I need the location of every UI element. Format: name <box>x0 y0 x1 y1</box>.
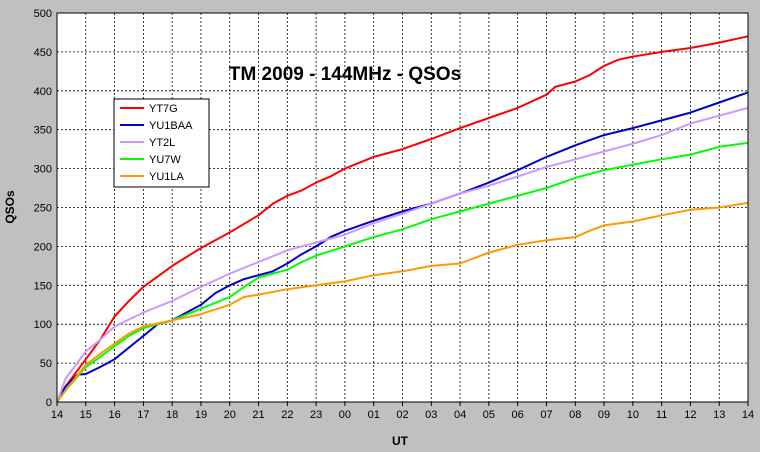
x-tick-label: 07 <box>540 409 552 421</box>
legend: YT7G YU1BAA YT2L YU7W YU1LA <box>113 98 210 188</box>
y-tick-label: 150 <box>34 280 52 292</box>
x-tick-label: 20 <box>224 409 236 421</box>
chart-title: TM 2009 - 144MHz - QSOs <box>229 64 461 85</box>
legend-label-yt2l: YT2L <box>149 137 175 149</box>
y-tick-label: 450 <box>34 47 52 59</box>
y-axis-ticks: 0 50 100 150 200 250 300 350 400 450 500 <box>34 8 52 409</box>
legend-label-yu7w: YU7W <box>149 154 181 166</box>
x-tick-label: 05 <box>483 409 495 421</box>
series-line-yu1la <box>56 201 749 403</box>
x-axis-ticks: 14 15 16 17 18 19 20 21 22 23 00 01 02 03 04 05 06 07 08 09… <box>51 402 754 421</box>
x-tick-label: 16 <box>108 409 120 421</box>
x-tick-label: 22 <box>281 409 293 421</box>
y-axis-title: QSOs <box>3 190 17 224</box>
x-axis-title: UT <box>392 434 409 448</box>
y-tick-label: 400 <box>34 86 52 98</box>
x-tick-label: 18 <box>166 409 178 421</box>
x-tick-label: 01 <box>368 409 380 421</box>
y-tick-label: 350 <box>34 125 52 137</box>
y-tick-label: 300 <box>34 164 52 176</box>
x-tick-label: 02 <box>396 409 408 421</box>
x-tick-label: 14 <box>742 409 754 421</box>
legend-label-yu1baa: YU1BAA <box>149 120 193 132</box>
x-tick-label: 06 <box>512 409 524 421</box>
y-tick-label: 500 <box>34 8 52 20</box>
series-line-yu1baa <box>56 91 749 403</box>
series-line-yt7g <box>56 35 749 403</box>
series-line-yt2l <box>56 106 749 403</box>
y-tick-label: 250 <box>34 203 52 215</box>
x-tick-label: 11 <box>656 409 667 421</box>
y-tick-label: 0 <box>46 397 52 409</box>
series-lines <box>56 35 749 403</box>
series-line-yu7w <box>56 141 749 403</box>
x-tick-label: 10 <box>627 409 639 421</box>
y-tick-label: 200 <box>34 241 52 253</box>
x-tick-label: 14 <box>51 409 63 421</box>
legend-label-yt7g: YT7G <box>149 103 178 115</box>
x-tick-label: 12 <box>684 409 696 421</box>
x-tick-label: 15 <box>80 409 92 421</box>
x-tick-label: 04 <box>454 409 466 421</box>
x-tick-label: 23 <box>310 409 322 421</box>
plot-frame <box>56 12 749 403</box>
x-tick-label: 13 <box>713 409 725 421</box>
y-tick-label: 50 <box>40 358 52 370</box>
x-tick-label: 09 <box>598 409 610 421</box>
legend-label-yu1la: YU1LA <box>149 171 185 183</box>
x-tick-label: 17 <box>137 409 149 421</box>
x-tick-label: 03 <box>425 409 437 421</box>
x-tick-label: 08 <box>569 409 581 421</box>
x-tick-label: 19 <box>195 409 207 421</box>
x-tick-label: 00 <box>339 409 351 421</box>
x-tick-label: 21 <box>252 409 264 421</box>
y-tick-label: 100 <box>34 319 52 331</box>
